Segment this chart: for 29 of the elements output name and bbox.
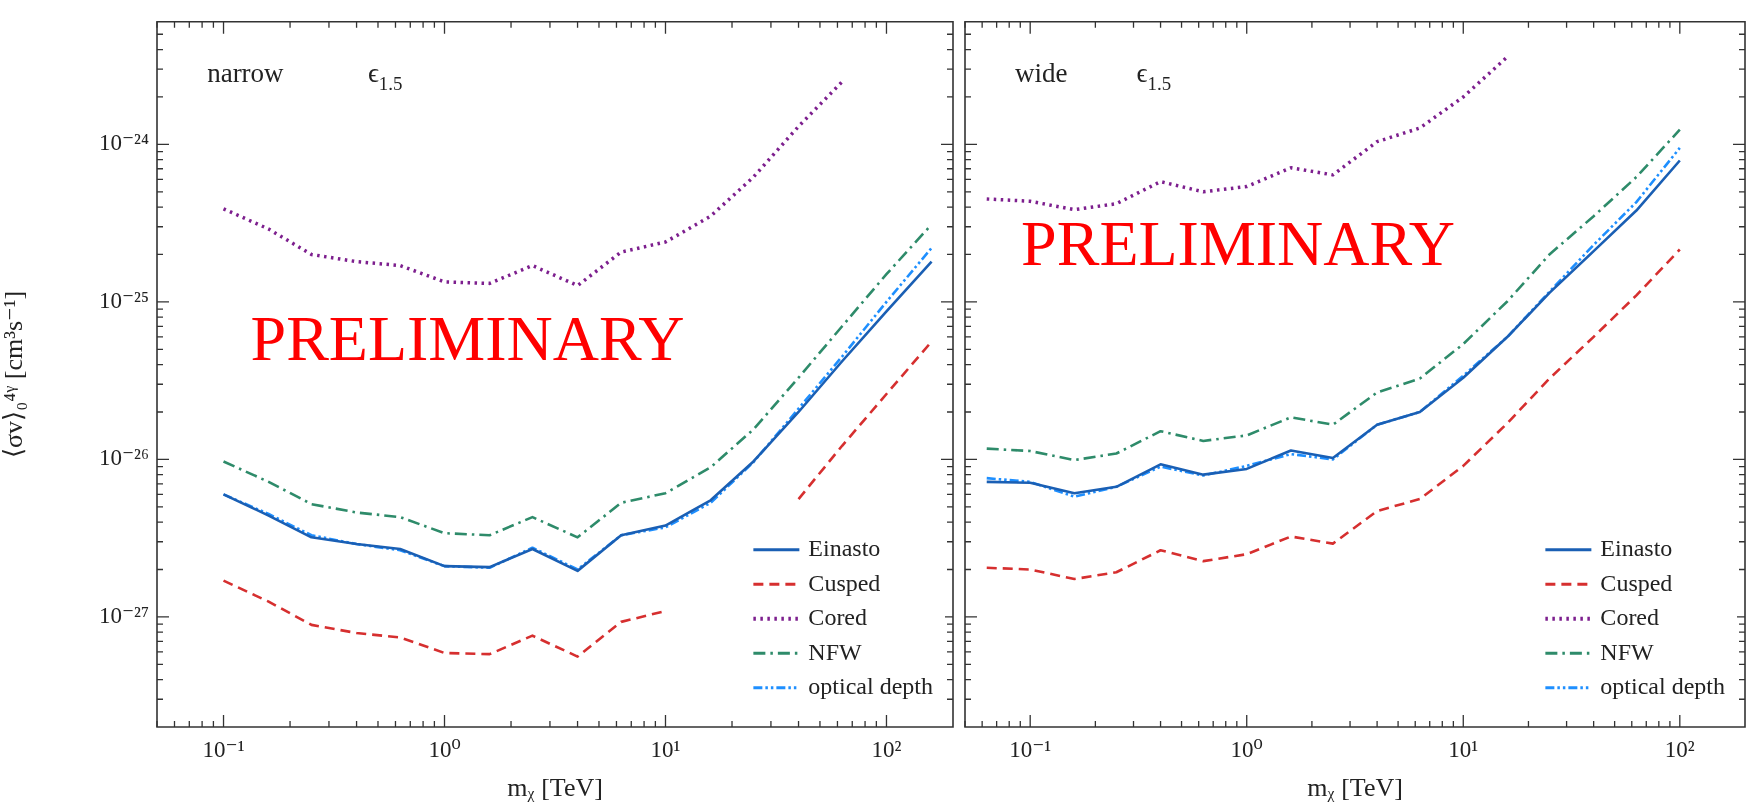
x-tick-label: 10² — [1664, 736, 1695, 762]
legend-label: Einasto — [1600, 535, 1673, 562]
x-tick-label: 10⁻¹ — [202, 736, 245, 762]
legend-label: optical depth — [808, 673, 934, 700]
y-tick-label: 10⁻²⁶ — [98, 445, 149, 471]
x-axis-title: mᵪ [TeV] — [507, 773, 603, 803]
y-axis-title: ⟨σv⟩₀⁴ᵞ [cm³s⁻¹] — [0, 290, 29, 459]
x-tick-label: 10¹ — [650, 736, 681, 762]
legend-label: optical depth — [1600, 673, 1726, 700]
y-tick-label: 10⁻²⁷ — [98, 602, 149, 628]
legend-label: NFW — [1600, 638, 1655, 665]
legend-label: Cusped — [808, 569, 881, 596]
x-tick-label: 10⁻¹ — [1009, 736, 1052, 762]
x-tick-label: 10¹ — [1448, 736, 1479, 762]
y-tick-label: 10⁻²⁵ — [98, 287, 149, 313]
annotation: PRELIMINARY — [250, 303, 685, 375]
annotation: wide — [1014, 57, 1068, 88]
annotation: narrow — [207, 57, 285, 88]
y-tick-label: 10⁻²⁴ — [98, 130, 149, 156]
x-tick-label: 10² — [871, 736, 902, 762]
legend-label: Cusped — [1600, 569, 1673, 596]
x-axis-title: mᵪ [TeV] — [1307, 773, 1403, 803]
annotation: PRELIMINARY — [1021, 208, 1455, 280]
legend-label: NFW — [808, 638, 863, 665]
legend-label: Einasto — [808, 535, 881, 562]
legend-label: Cored — [808, 604, 868, 631]
x-tick-label: 10⁰ — [428, 736, 461, 762]
x-tick-label: 10⁰ — [1230, 736, 1263, 762]
legend-label: Cored — [1600, 604, 1660, 631]
